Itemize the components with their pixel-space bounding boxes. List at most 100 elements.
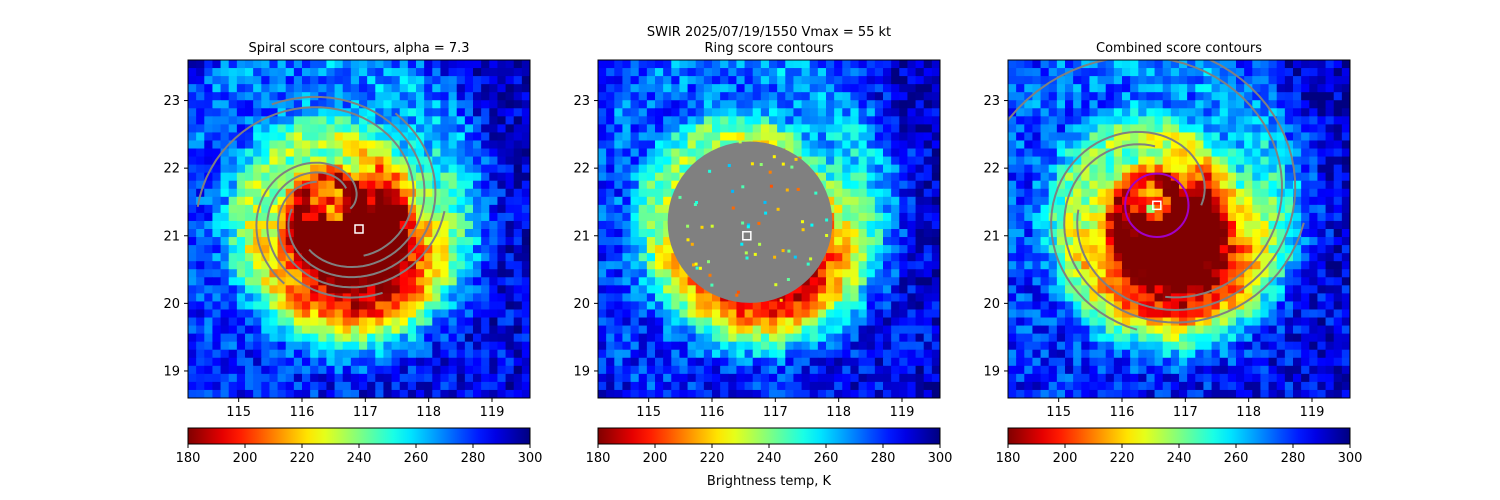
- heatmap-cell: [883, 389, 892, 398]
- heatmap-cell: [712, 116, 721, 125]
- heatmap-cell: [456, 301, 466, 311]
- heatmap-cell: [407, 341, 417, 351]
- heatmap-cell: [228, 84, 238, 93]
- heatmap-cell: [302, 381, 311, 391]
- heatmap-cell: [614, 116, 624, 125]
- heatmap-cell: [277, 301, 287, 311]
- heatmap-cell: [744, 124, 754, 134]
- heatmap-cell: [655, 204, 664, 214]
- heatmap-cell: [1325, 92, 1335, 101]
- heatmap-cell: [505, 60, 515, 69]
- heatmap-cell: [1236, 237, 1245, 246]
- heatmap-cell: [1227, 285, 1237, 294]
- heatmap-cell: [858, 349, 868, 359]
- heatmap-cell: [1146, 108, 1156, 117]
- heatmap-cell: [359, 309, 368, 319]
- heatmap-cell: [883, 108, 892, 117]
- heatmap-cell: [1325, 172, 1335, 182]
- heatmap-cell: [858, 100, 868, 109]
- heatmap-cell: [1008, 309, 1017, 319]
- heatmap-cell: [1211, 172, 1221, 182]
- heatmap-cell: [646, 180, 656, 190]
- heatmap-cell: [1227, 188, 1237, 198]
- heatmap-cell: [826, 365, 835, 375]
- heatmap-cell: [236, 245, 246, 254]
- heatmap-cell: [1333, 172, 1343, 182]
- heatmap-cell: [1146, 132, 1156, 142]
- heatmap-cell: [375, 317, 385, 327]
- heatmap-cell: [350, 389, 360, 398]
- heatmap-cell: [310, 381, 319, 391]
- heatmap-cell: [269, 220, 279, 230]
- heatmap-cell: [473, 373, 482, 383]
- heatmap-cell: [638, 92, 648, 101]
- heatmap-cell: [655, 365, 664, 375]
- heatmap-cell: [1024, 188, 1034, 198]
- heatmap-cell: [630, 220, 640, 230]
- heatmap-cell: [1301, 237, 1310, 246]
- heatmap-cell: [269, 124, 279, 134]
- heatmap-cell: [505, 253, 515, 262]
- heatmap-cell: [464, 116, 474, 125]
- heatmap-cell: [456, 212, 466, 222]
- heatmap-cell: [817, 132, 827, 142]
- heatmap-cell: [899, 156, 909, 166]
- heatmap-cell: [228, 365, 238, 375]
- heatmap-cell: [318, 309, 328, 319]
- heatmap-cell: [236, 116, 246, 125]
- heatmap-cell: [785, 373, 795, 383]
- heatmap-cell: [646, 381, 656, 391]
- heatmap-cell: [310, 277, 319, 286]
- heatmap-cell: [1113, 285, 1123, 294]
- heatmap-cell: [326, 301, 336, 311]
- heatmap-cell: [744, 381, 754, 391]
- heatmap-cell: [1081, 220, 1091, 230]
- heatmap-cell: [1236, 212, 1245, 222]
- heatmap-cell: [622, 92, 632, 101]
- heatmap-cell: [907, 309, 917, 319]
- heatmap-cell: [489, 68, 499, 77]
- heatmap-cell: [481, 212, 490, 222]
- heatmap-cell: [1154, 156, 1164, 166]
- heatmap-cell: [204, 317, 214, 327]
- heatmap-cell: [416, 317, 425, 327]
- heatmap-cell: [448, 84, 458, 93]
- heatmap-cell: [416, 196, 425, 206]
- heatmap-cell: [785, 293, 795, 303]
- heatmap-cell: [1008, 180, 1017, 190]
- heatmap-cell: [253, 381, 262, 391]
- heatmap-cell: [188, 140, 197, 150]
- heatmap-cell: [375, 172, 385, 182]
- heatmap-cell: [638, 301, 648, 311]
- heatmap-cell: [407, 116, 417, 125]
- heatmap-cell: [513, 148, 523, 158]
- heatmap-cell: [432, 212, 442, 222]
- heatmap-cell: [1309, 76, 1319, 85]
- heatmap-cell: [1016, 164, 1025, 174]
- heatmap-cell: [310, 365, 319, 375]
- heatmap-cell: [785, 317, 795, 327]
- heatmap-cell: [614, 293, 624, 303]
- heatmap-cell: [817, 365, 827, 375]
- heatmap-cell: [1024, 253, 1034, 262]
- heatmap-cell: [302, 148, 311, 158]
- heatmap-cell: [1301, 180, 1310, 190]
- heatmap-cell: [671, 277, 681, 286]
- heatmap-cell: [1293, 148, 1302, 158]
- heatmap-cell: [236, 92, 246, 101]
- heatmap-cell: [1195, 285, 1205, 294]
- heatmap-cell: [646, 68, 656, 77]
- heatmap-cell: [1162, 140, 1172, 150]
- heatmap-cell: [1162, 156, 1172, 166]
- heatmap-cell: [687, 116, 697, 125]
- heatmap-cell: [424, 132, 433, 142]
- heatmap-cell: [622, 148, 632, 158]
- heatmap-cell: [614, 172, 624, 182]
- heatmap-cell: [391, 92, 401, 101]
- heatmap-cell: [826, 100, 835, 109]
- heatmap-cell: [1268, 148, 1278, 158]
- heatmap-cell: [638, 341, 648, 351]
- ring-speckle: [773, 255, 777, 259]
- heatmap-cell: [793, 84, 803, 93]
- heatmap-cell: [375, 164, 385, 174]
